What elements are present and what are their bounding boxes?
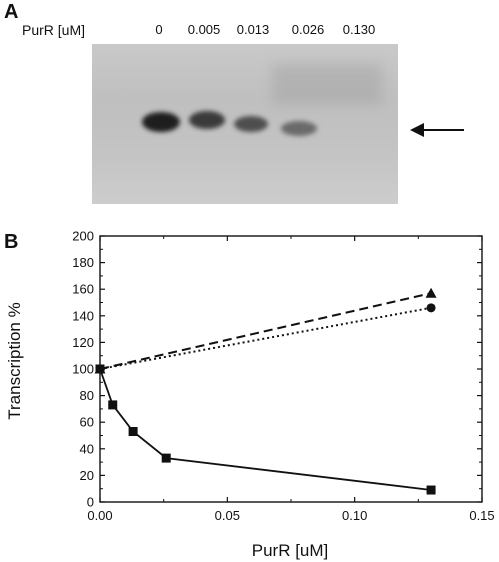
y-tick-label: 200 xyxy=(72,229,94,244)
y-tick-label: 0 xyxy=(87,495,94,510)
x-tick-label: 0.05 xyxy=(215,508,240,523)
data-point-circle xyxy=(95,364,105,374)
lane-concentration-label: 0.013 xyxy=(236,22,270,37)
series-line-triangle xyxy=(99,292,432,370)
gel-image xyxy=(92,44,398,204)
panel-a-label: A xyxy=(4,1,19,23)
y-tick-label: 60 xyxy=(80,415,94,430)
y-tick-label: 180 xyxy=(72,255,94,270)
x-tick-label: 0.00 xyxy=(87,508,112,523)
gel-smudge xyxy=(272,64,382,104)
lane-concentration-label: 0 xyxy=(155,22,163,37)
left-arrow-icon xyxy=(410,123,464,137)
y-tick-label: 120 xyxy=(72,335,94,350)
data-point-circle xyxy=(426,303,436,313)
series-line-circle xyxy=(99,306,432,370)
chart-axes: 0 20 40 60 80 100 120 140 160 180 200 0.00 0.05 0.10 0… xyxy=(72,229,494,524)
data-point-triangle xyxy=(425,287,437,298)
y-tick-label: 100 xyxy=(72,362,94,377)
y-tick-label: 40 xyxy=(80,441,94,456)
plot-frame xyxy=(99,235,483,503)
data-point-square xyxy=(108,400,118,410)
x-axis-title: PurR [uM] xyxy=(252,541,329,560)
y-tick-label: 80 xyxy=(80,388,94,403)
chart-series xyxy=(94,287,437,495)
y-axis-title: Transcription % xyxy=(5,302,24,419)
x-tick-label: 0.10 xyxy=(342,508,367,523)
data-point-square xyxy=(161,453,171,463)
series-line-square xyxy=(99,368,432,491)
gel-band xyxy=(142,112,180,132)
y-tick-label: 160 xyxy=(72,282,94,297)
gel-band xyxy=(281,121,317,136)
data-point-square xyxy=(128,427,138,437)
gel-band xyxy=(189,111,225,129)
lane-concentration-label: 0.026 xyxy=(291,22,325,37)
gel-band xyxy=(234,116,268,132)
y-tick-label: 20 xyxy=(80,468,94,483)
data-point-square xyxy=(426,485,436,495)
lane-concentration-label: 0.005 xyxy=(187,22,221,37)
purr-concentration-header: PurR [uM] xyxy=(22,22,86,38)
lane-concentration-label: 0.130 xyxy=(342,22,376,37)
y-tick-label: 140 xyxy=(72,308,94,323)
panel-b-label: B xyxy=(4,231,19,253)
transcription-chart: 0 20 40 60 80 100 120 140 160 180 200 0.00 0.05 0.10 0… xyxy=(5,229,495,561)
x-tick-label: 0.15 xyxy=(469,508,494,523)
